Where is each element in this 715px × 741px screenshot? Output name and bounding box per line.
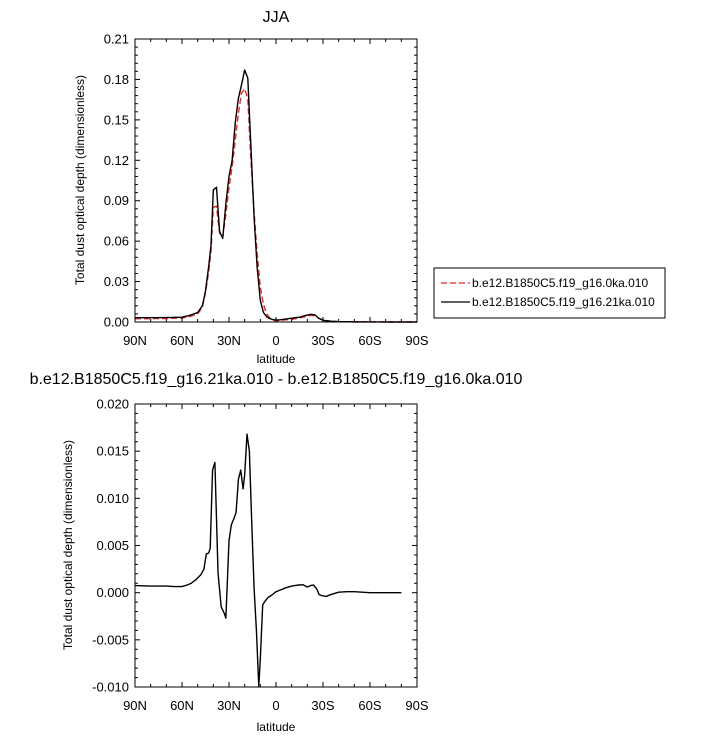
top-y-tick-label: 0.12 [104, 153, 129, 168]
bottom-y-tick-label: 0.000 [96, 585, 129, 600]
top-y-tick-label: 0.06 [104, 234, 129, 249]
legend-box [433, 267, 666, 319]
top-x-tick-label: 90S [405, 333, 428, 348]
top-x-tick-label: 30S [311, 333, 334, 348]
top-plot-frame [134, 38, 418, 323]
bottom-x-tick-label: 90S [405, 698, 428, 713]
bottom-ticks-layer: 90N 60N 30N 0 30S 60S 90S -0.010 -0.005 0.000 0.00… [92, 397, 429, 714]
bottom-x-tick-label: 30N [217, 698, 241, 713]
top-x-tick-label: 90N [123, 333, 147, 348]
bottom-plot-frame [134, 403, 418, 688]
top-y-tick-label: 0.03 [104, 274, 129, 289]
bottom-panel: b.e12.B1850C5.f19_g16.21ka.010 - b.e12.B… [30, 371, 523, 734]
bottom-y-tick-label: -0.010 [92, 680, 129, 695]
bottom-series-layer [134, 433, 402, 687]
top-x-tick-label: 60S [358, 333, 381, 348]
top-series-layer [135, 69, 417, 323]
bottom-y-tick-label: 0.015 [96, 444, 129, 459]
legend: b.e12.B1850C5.f19_g16.0ka.010 b.e12.B185… [433, 267, 666, 319]
legend-label-21ka: b.e12.B1850C5.f19_g16.21ka.010 [472, 295, 655, 309]
top-y-tick-label: 0.15 [104, 112, 129, 127]
top-series-line-1 [135, 69, 417, 323]
bottom-chart-title: b.e12.B1850C5.f19_g16.21ka.010 - b.e12.B… [30, 371, 523, 388]
top-ticks-layer: 90N 60N 30N 0 30S 60S 90S 0.00 0.03 0.06 0.09 0.12 0… [104, 32, 429, 349]
legend-label-0ka: b.e12.B1850C5.f19_g16.0ka.010 [472, 276, 648, 290]
bottom-y-tick-label: 0.020 [96, 397, 129, 412]
top-x-tick-label: 30N [217, 333, 241, 348]
bottom-y-tick-label: 0.005 [96, 538, 129, 553]
bottom-y-tick-label: -0.005 [92, 632, 129, 647]
top-y-tick-label: 0.21 [104, 32, 129, 47]
bottom-x-axis-title: latitude [257, 720, 296, 734]
top-y-axis-title: Total dust optical depth (dimensionless) [73, 75, 87, 285]
bottom-series-line-0 [134, 433, 402, 687]
top-y-tick-label: 0.18 [104, 72, 129, 87]
bottom-x-tick-label: 60S [358, 698, 381, 713]
top-series-line-0 [135, 88, 417, 323]
bottom-x-tick-label: 60N [170, 698, 194, 713]
top-chart-title: JJA [263, 9, 290, 26]
bottom-x-tick-label: 0 [272, 698, 279, 713]
top-panel: JJA 90N 60N 30N 0 30S 60S 90S 0.00 0.03 0.06 0.09 0… [73, 9, 429, 366]
top-x-tick-label: 0 [272, 333, 279, 348]
bottom-x-tick-label: 90N [123, 698, 147, 713]
bottom-y-tick-label: 0.010 [96, 491, 129, 506]
top-y-tick-label: 0.00 [104, 315, 129, 330]
bottom-x-tick-label: 30S [311, 698, 334, 713]
top-x-axis-title: latitude [257, 352, 296, 366]
bottom-y-axis-title: Total dust optical depth (dimensionless) [61, 440, 75, 650]
top-x-tick-label: 60N [170, 333, 194, 348]
top-y-tick-label: 0.09 [104, 193, 129, 208]
